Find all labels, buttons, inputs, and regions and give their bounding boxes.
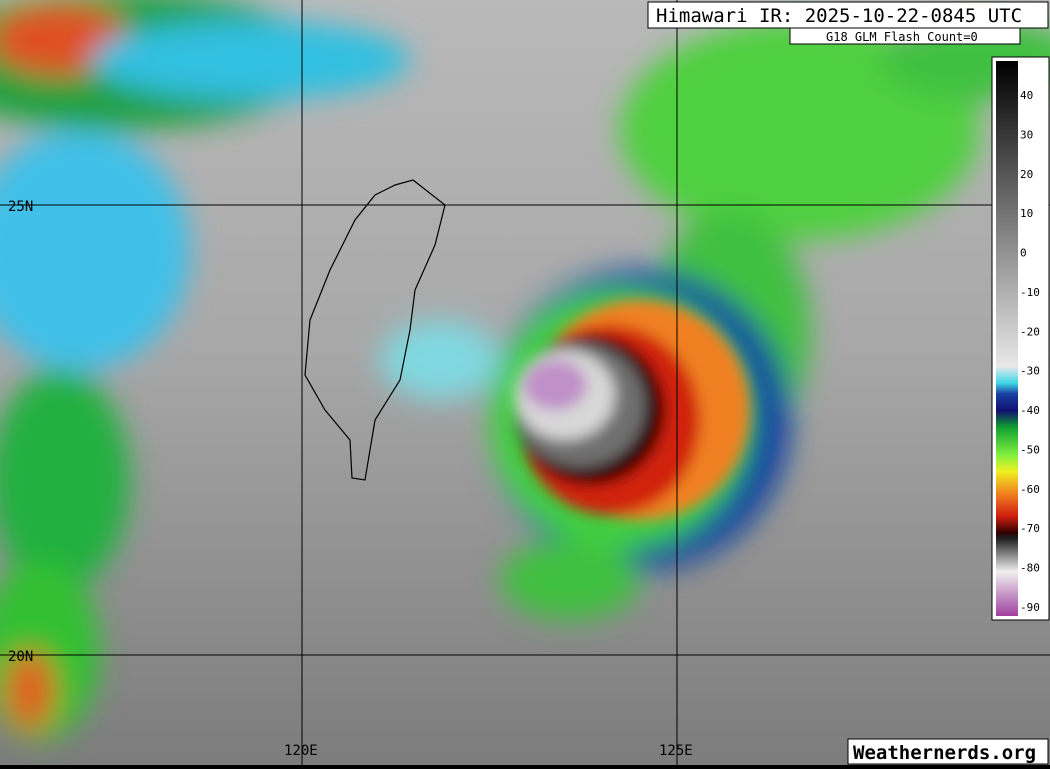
colorbar-tick-label: -40 (1020, 404, 1040, 417)
colorbar-tick-label: -80 (1020, 562, 1040, 575)
lon-label: 125E (659, 743, 693, 759)
colorbar-tick-label: -20 (1020, 325, 1040, 338)
colorbar-tick-label: -10 (1020, 286, 1040, 299)
colorbar-tick-label: 10 (1020, 207, 1033, 220)
colorbar-tick-label: -30 (1020, 365, 1040, 378)
subtitle-box (789, 27, 1021, 45)
colorbar-tick-label: 30 (1020, 128, 1033, 141)
lat-label: 20N (8, 649, 33, 665)
title: Himawari IR: 2025-10-22-0845 UTC (656, 5, 1022, 27)
colorbar-tick-label: 20 (1020, 168, 1033, 181)
grid-labels: 25N 20N 120E 125E (8, 199, 693, 759)
colorbar-tick-label: -60 (1020, 483, 1040, 496)
lon-label: 120E (284, 743, 318, 759)
storm-core (515, 300, 750, 520)
credit: Weathernerds.org (853, 742, 1036, 764)
colorbar-tick-label: -50 (1020, 443, 1040, 456)
subtitle: G18 GLM Flash Count=0 (826, 30, 978, 44)
credit-box (847, 738, 1049, 765)
colorbar-tick-label: 0 (1020, 247, 1027, 260)
colorbar-tick-label: -90 (1020, 601, 1040, 614)
colorbar-tick-label: -70 (1020, 522, 1040, 535)
lat-label: 25N (8, 199, 33, 215)
colorbar-ticks: 40 30 20 10 0 -10 -20 -30 -40 -50 -60 -70 -80 -90 (1020, 89, 1040, 614)
colorbar (996, 61, 1018, 616)
taiwan-outline (304, 179, 446, 481)
colorbar-tick-label: 40 (1020, 89, 1033, 102)
